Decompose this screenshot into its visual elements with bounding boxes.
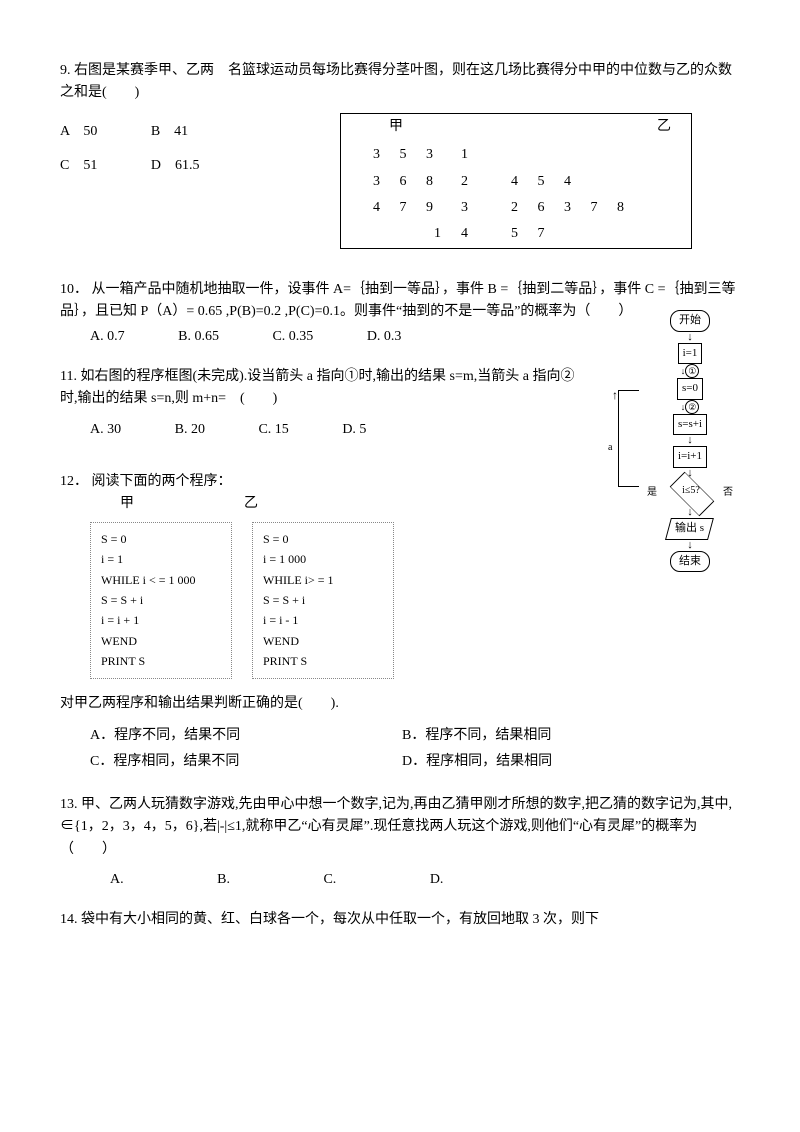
- q13-text: 甲、乙两人玩猜数字游戏,先由甲心中想一个数字,记为,再由乙猜甲刚才所想的数字,把…: [60, 797, 732, 857]
- stem-leaf-table: 甲 乙 3 5 31 3 6 824 5 4 4 7 932 6 3 7 8 1…: [340, 113, 692, 249]
- question-13: 13. 甲、乙两人玩猜数字游戏,先由甲心中想一个数字,记为,再由乙猜甲刚才所想的…: [60, 794, 740, 892]
- question-9: 9. 右图是某赛季甲、乙两 名篮球运动员每场比赛得分茎叶图，则在这几场比赛得分中…: [60, 60, 740, 249]
- fc-ssi: s=s+i: [673, 414, 707, 436]
- q10-opt-b[interactable]: B. 0.65: [178, 326, 219, 348]
- q9-opt-d[interactable]: D 61.5: [151, 155, 200, 177]
- q9-opt-b[interactable]: B 41: [151, 121, 188, 143]
- q9-text: 9. 右图是某赛季甲、乙两 名篮球运动员每场比赛得分茎叶图，则在这几场比赛得分中…: [60, 60, 740, 105]
- fc-output: 输出 s: [666, 518, 715, 540]
- q9-opt-c[interactable]: C 51: [60, 155, 97, 177]
- flowchart: a ↑ 开始 ↓ i=1 ↓① s=0 ↓② s=s+i ↓ i=i+1 ↓ i…: [640, 310, 740, 572]
- q12-after: 对甲乙两程序和输出结果判断正确的是( ).: [60, 693, 740, 715]
- q10-opt-d[interactable]: D. 0.3: [367, 326, 402, 348]
- q12-text: 阅读下面的两个程序：: [92, 474, 232, 489]
- q12-opt-b[interactable]: B．程序不同，结果相同: [402, 725, 714, 747]
- q9-options: A 50 B 41 C 51 D 61.5: [60, 113, 320, 178]
- arrow-down-icon: ↓: [687, 332, 693, 343]
- q11-opt-c[interactable]: C. 15: [258, 419, 288, 441]
- q13-opt-d[interactable]: D.: [430, 869, 444, 891]
- fc-cond: i≤5? 是 否: [663, 479, 717, 507]
- code-title-b: 乙: [244, 493, 258, 515]
- q10-opt-a[interactable]: A. 0.7: [90, 326, 125, 348]
- q13-options: A. B. C. D.: [110, 869, 740, 891]
- q13-opt-a[interactable]: A.: [110, 869, 124, 891]
- fc-i1: i=1: [678, 343, 703, 365]
- q13-opt-b[interactable]: B.: [217, 869, 230, 891]
- arrow-down-icon: ↓: [687, 435, 693, 446]
- arrow-a-label: a: [608, 440, 612, 456]
- fc-s0: s=0: [677, 378, 703, 400]
- q14-text: 袋中有大小相同的黄、红、白球各一个，每次从中任取一个，有放回地取 3 次，则下: [81, 912, 599, 927]
- code-box-a: S = 0i = 1 WHILE i < = 1 000 S = S + i i…: [90, 522, 232, 679]
- q13-opt-c[interactable]: C.: [323, 869, 336, 891]
- fc-end: 结束: [670, 551, 710, 573]
- q9-opt-a[interactable]: A 50: [60, 121, 97, 143]
- fc-ii1: i=i+1: [673, 446, 707, 468]
- fc-start: 开始: [670, 310, 710, 332]
- q10-opt-c[interactable]: C. 0.35: [272, 326, 313, 348]
- q12-opt-c[interactable]: C．程序相同，结果不同: [90, 751, 402, 773]
- q12-opt-a[interactable]: A．程序不同，结果不同: [90, 725, 402, 747]
- code-box-b: S = 0i = 1 000 WHILE i> = 1 S = S + i i …: [252, 522, 394, 679]
- q11-opt-a[interactable]: A. 30: [90, 419, 121, 441]
- q11-opt-d[interactable]: D. 5: [342, 419, 366, 441]
- q11-options: A. 30 B. 20 C. 15 D. 5: [90, 419, 580, 441]
- q11-text: 如右图的程序框图(未完成).设当箭头 a 指向①时,输出的结果 s=m,当箭头 …: [60, 369, 574, 406]
- question-14: 14. 袋中有大小相同的黄、红、白球各一个，每次从中任取一个，有放回地取 3 次…: [60, 909, 740, 931]
- code-title-a: 甲: [120, 493, 134, 515]
- question-12: 12． 阅读下面的两个程序： 甲 乙 S = 0i = 1 WHILE i < …: [60, 471, 740, 776]
- q12-opt-d[interactable]: D．程序相同，结果相同: [402, 751, 714, 773]
- q10-text: 从一箱产品中随机地抽取一件，设事件 A=｛抽到一等品｝，事件 B =｛抽到二等品…: [60, 282, 735, 319]
- question-10: 10． 从一箱产品中随机地抽取一件，设事件 A=｛抽到一等品｝，事件 B =｛抽…: [60, 279, 740, 348]
- q12-options: A．程序不同，结果不同 B．程序不同，结果相同 C．程序相同，结果不同 D．程序…: [90, 723, 740, 776]
- arrow-down-icon: ↓: [687, 540, 693, 551]
- q11-opt-b[interactable]: B. 20: [175, 419, 205, 441]
- question-11: 11. 如右图的程序框图(未完成).设当箭头 a 指向①时,输出的结果 s=m,…: [60, 366, 580, 441]
